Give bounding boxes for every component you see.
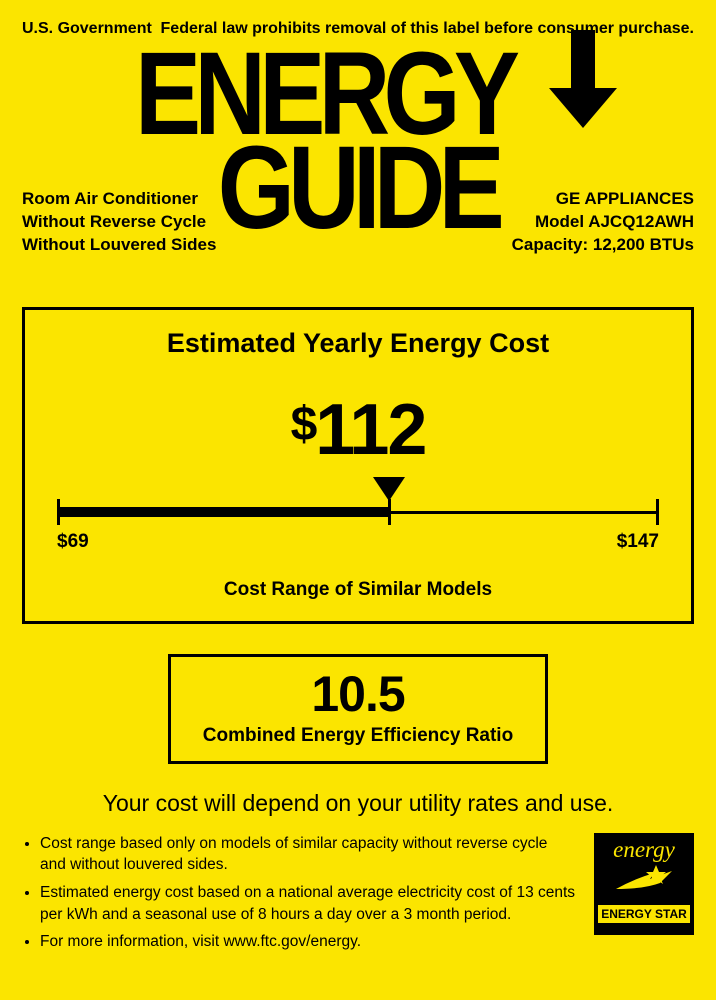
brand-label: GE APPLIANCES xyxy=(512,188,694,211)
scale-tick-mid xyxy=(388,499,391,525)
cost-value: $112 xyxy=(53,389,663,471)
product-type-3: Without Louvered Sides xyxy=(22,234,216,257)
model-value: AJCQ12AWH xyxy=(588,212,694,231)
energy-star-script: energy xyxy=(594,841,694,859)
efficiency-ratio-box: 10.5 Combined Energy Efficiency Ratio xyxy=(168,654,548,764)
footnote-item: Cost range based only on models of simil… xyxy=(40,833,576,876)
product-type-1: Room Air Conditioner xyxy=(22,188,216,211)
cost-box: Estimated Yearly Energy Cost $112 $69 $1… xyxy=(22,307,694,624)
cost-title: Estimated Yearly Energy Cost xyxy=(53,328,663,359)
product-details-block: GE APPLIANCES Model AJCQ12AWH Capacity: … xyxy=(512,188,694,257)
capacity-label: Capacity: xyxy=(512,235,589,254)
range-label: Cost Range of Similar Models xyxy=(53,579,663,601)
capacity-value: 12,200 BTUs xyxy=(593,235,694,254)
footnote-bullets: Cost range based only on models of simil… xyxy=(22,833,576,959)
energy-star-label: ENERGY STAR xyxy=(598,905,690,923)
energy-star-icon xyxy=(614,861,674,901)
scale-min-label: $69 xyxy=(57,531,89,553)
cost-scale: $69 $147 xyxy=(57,477,659,557)
cost-amount: 112 xyxy=(315,390,425,470)
depends-statement: Your cost will depend on your utility ra… xyxy=(22,790,694,817)
logo-right: GUIDE xyxy=(218,141,498,235)
scale-max-label: $147 xyxy=(617,531,659,553)
scale-tick-max xyxy=(656,499,659,525)
footnote-item: For more information, visit www.ftc.gov/… xyxy=(40,931,576,953)
ratio-label: Combined Energy Efficiency Ratio xyxy=(181,725,535,747)
model-label: Model xyxy=(535,212,584,231)
energy-star-badge: energy ENERGY STAR xyxy=(594,833,694,935)
capacity-line: Capacity: 12,200 BTUs xyxy=(512,234,694,257)
arrow-down-icon xyxy=(549,30,617,128)
scale-tick-min xyxy=(57,499,60,525)
product-type-block: Room Air Conditioner Without Reverse Cyc… xyxy=(22,188,216,257)
product-type-2: Without Reverse Cycle xyxy=(22,211,216,234)
cost-currency: $ xyxy=(291,398,316,451)
model-line: Model AJCQ12AWH xyxy=(512,211,694,234)
bottom-row: Cost range based only on models of simil… xyxy=(22,833,694,959)
scale-thick-segment xyxy=(57,507,389,517)
cost-marker-icon xyxy=(373,477,405,501)
ratio-value: 10.5 xyxy=(181,669,535,719)
footnote-item: Estimated energy cost based on a nationa… xyxy=(40,882,576,925)
